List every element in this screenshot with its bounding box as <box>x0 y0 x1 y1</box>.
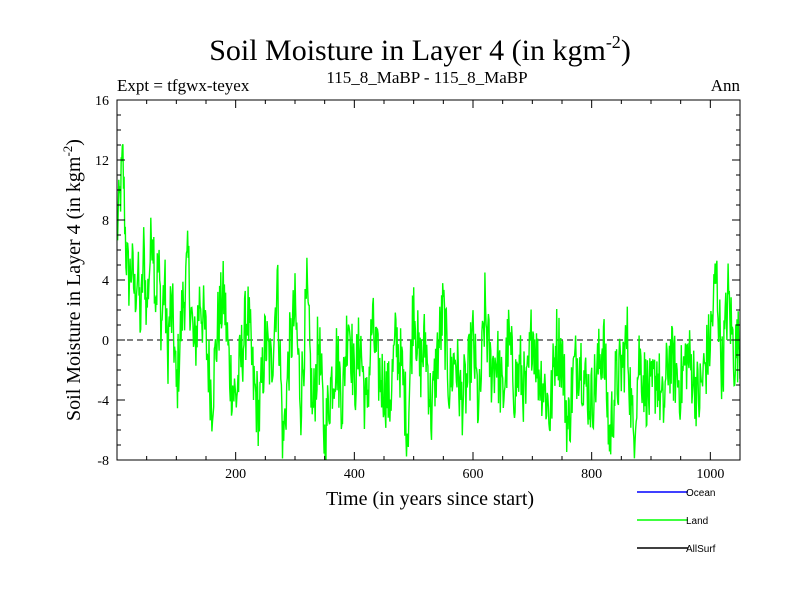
series-land-line <box>117 143 740 460</box>
x-tick-label: 800 <box>581 467 602 482</box>
chart-title-sup: -2 <box>606 32 621 52</box>
y-tick-label: 16 <box>95 94 109 109</box>
y-tick-label: 4 <box>102 274 109 289</box>
chart-title-close: ) <box>621 34 631 67</box>
y-tick-label: 8 <box>102 214 109 229</box>
x-tick-label: 600 <box>463 467 484 482</box>
x-tick-label: 200 <box>225 467 246 482</box>
legend-label-ocean: Ocean <box>686 488 715 499</box>
y-tick-label: -4 <box>97 394 109 409</box>
y-axis-label: Soil Moisture in Layer 4 (in kgm-2) <box>60 139 85 421</box>
legend-label-allsurf: AllSurf <box>686 544 716 555</box>
axis-ticks: -8 -4 0 4 8 12 16 200 400 600 800 1000 <box>95 94 740 482</box>
y-tick-label: -8 <box>97 454 109 469</box>
subtitle-right: Ann <box>711 76 741 95</box>
y-axis-label-sup: -2 <box>60 146 75 157</box>
x-tick-label: 400 <box>344 467 365 482</box>
legend-label-land: Land <box>686 516 708 527</box>
x-axis-label: Time (in years since start) <box>326 488 534 510</box>
chart-title-text: Soil Moisture in Layer 4 (in kgm <box>209 34 606 67</box>
subtitle-left: Expt = tfgwx-teyex <box>117 76 250 95</box>
y-tick-label: 12 <box>95 154 109 169</box>
legend: Ocean Land AllSurf <box>637 488 716 555</box>
plot-area <box>116 99 741 461</box>
x-tick-label: 1000 <box>696 467 724 482</box>
y-tick-label: 0 <box>102 334 109 349</box>
chart-title: Soil Moisture in Layer 4 (in kgm-2) <box>209 32 631 67</box>
y-axis-label-close: ) <box>63 139 85 146</box>
y-axis-label-text: Soil Moisture in Layer 4 (in kgm <box>63 156 85 421</box>
subtitle-center: 115_8_MaBP - 115_8_MaBP <box>326 68 527 87</box>
